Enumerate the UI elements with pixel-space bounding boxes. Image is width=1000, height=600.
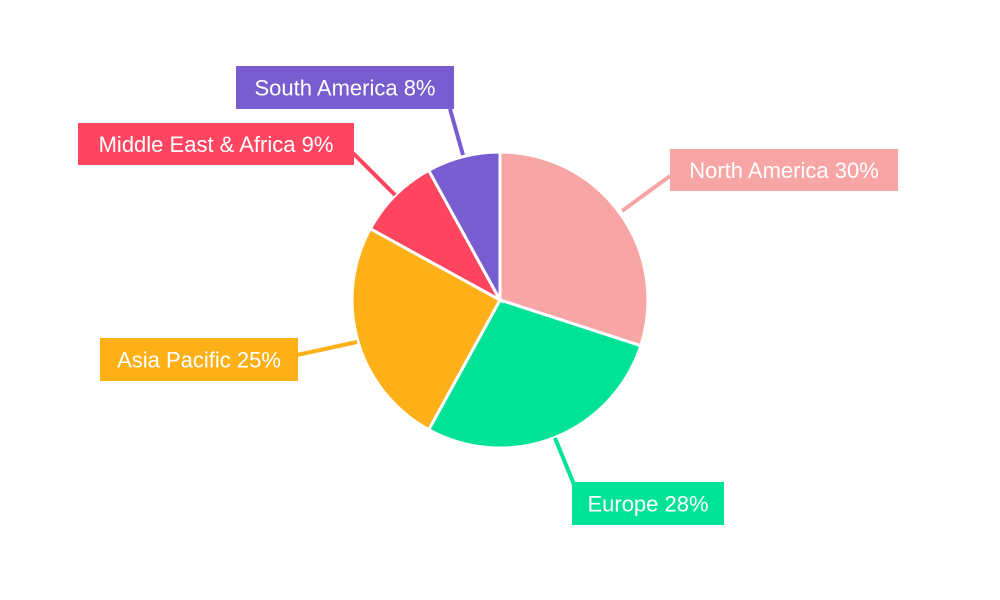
pie-slice-europe[interactable] (426, 298, 643, 450)
data-label: Asia Pacific 25% (117, 348, 281, 373)
data-label-box (572, 482, 724, 525)
data-label-box (236, 66, 454, 109)
leader-line (351, 151, 397, 197)
data-label-box (100, 338, 298, 381)
data-label: South America 8% (255, 76, 436, 101)
leader-line (620, 174, 672, 213)
data-label-box (670, 149, 898, 191)
data-label-box (78, 123, 354, 165)
data-label: North America 30% (689, 158, 879, 183)
leader-line (448, 108, 465, 156)
leader-line (553, 437, 577, 488)
data-label: Europe 28% (587, 492, 708, 517)
pie-slice-south-america[interactable] (426, 150, 502, 301)
pie-slice-north-america[interactable] (498, 150, 650, 348)
pie-slice-asia-pacific[interactable] (350, 226, 503, 432)
data-label: Middle East & Africa 9% (99, 132, 334, 157)
leader-line (296, 340, 358, 357)
pie-slice-middle-east-africa[interactable] (368, 168, 504, 304)
